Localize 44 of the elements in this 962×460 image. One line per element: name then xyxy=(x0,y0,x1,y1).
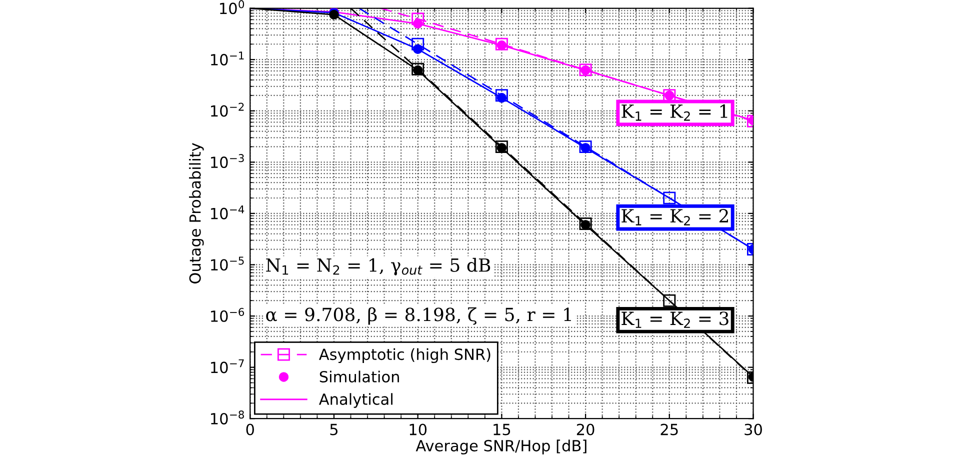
annotation: N$_{1}$ = N$_{2}$ = 1, γ$_{out}$ = 5 dB xyxy=(266,258,490,276)
legend-label: Asymptotic (high SNR) xyxy=(318,348,490,364)
y-tick-label: 10$^{−8}$ xyxy=(211,410,244,425)
point xyxy=(663,192,676,204)
y-tick-label: 10$^{−1}$ xyxy=(211,52,244,66)
point xyxy=(579,140,592,153)
y-axis-title: Outage Probability xyxy=(189,143,204,284)
point xyxy=(580,220,590,230)
y-tick-label: 10$^{−3}$ xyxy=(211,154,244,168)
point xyxy=(495,89,508,102)
point xyxy=(412,44,423,54)
y-tick-label: 10$^{0}$ xyxy=(220,0,244,14)
annotation: K$_{1}$ = K$_{2}$ = 1 xyxy=(622,104,728,121)
point xyxy=(412,62,424,76)
point xyxy=(496,92,507,103)
y-tick-label: 10$^{−6}$ xyxy=(211,308,244,322)
legend-label: Simulation xyxy=(320,370,399,383)
point xyxy=(579,217,592,230)
point xyxy=(412,65,423,76)
annotation: K$_{1}$ = K$_{2}$ = 3 xyxy=(622,312,728,328)
x-tick-label: 5 xyxy=(330,424,338,436)
x-tick-label: 30 xyxy=(744,424,762,436)
point xyxy=(412,12,424,26)
annotation: K$_{1}$ = K$_{2}$ = 2 xyxy=(622,208,728,226)
point xyxy=(495,38,508,50)
x-tick-label: 20 xyxy=(576,424,594,436)
point xyxy=(412,38,424,50)
point xyxy=(663,294,676,307)
point xyxy=(412,18,423,29)
point xyxy=(496,40,507,50)
y-tick-label: 10$^{−5}$ xyxy=(211,256,244,271)
y-tick-label: 10$^{−7}$ xyxy=(211,359,244,374)
x-tick-label: 25 xyxy=(660,424,678,436)
y-tick-label: 10$^{−2}$ xyxy=(211,102,244,117)
point xyxy=(580,142,590,153)
y-tick-label: 10$^{−4}$ xyxy=(211,205,244,220)
point xyxy=(495,140,508,153)
x-tick-label: 10 xyxy=(410,424,427,436)
x-tick-label: 15 xyxy=(494,424,510,436)
x-axis-title: Average SNR/Hop [dB] xyxy=(416,440,586,454)
x-tick-label: 0 xyxy=(246,424,254,436)
annotation: α = 9.708, β = 8.198, ζ = 5, r = 1 xyxy=(266,307,571,325)
legend-label: Analytical xyxy=(318,393,392,408)
point xyxy=(496,142,507,153)
